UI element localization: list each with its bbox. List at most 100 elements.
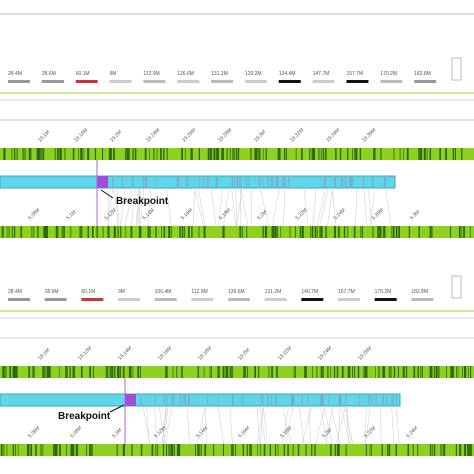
alignment-line (301, 405, 313, 445)
stripe (89, 444, 91, 456)
stripe (395, 226, 398, 238)
stripe (254, 148, 256, 160)
alignment-line (124, 187, 133, 227)
stripe (80, 148, 83, 160)
stripe (181, 148, 183, 160)
stripe (264, 226, 267, 238)
stripe (276, 176, 279, 188)
ideogram-band (177, 80, 200, 83)
stripe (382, 366, 384, 378)
stripe (31, 226, 33, 238)
stripe (147, 226, 150, 238)
stripe (63, 226, 65, 238)
alignment-line (217, 405, 224, 445)
alignment-line (395, 405, 400, 445)
stripe (222, 226, 224, 238)
stripe (469, 444, 471, 456)
stripe (217, 366, 220, 378)
stripe (160, 148, 162, 160)
alignment-line (363, 187, 368, 227)
ideogram-band (411, 298, 434, 301)
stripe (12, 444, 14, 456)
stripe (383, 226, 385, 238)
stripe (395, 444, 398, 456)
stripe (144, 148, 147, 160)
stripe (30, 148, 32, 160)
alignment-line (147, 187, 152, 227)
stripe (292, 444, 294, 456)
stripe (46, 366, 49, 378)
stripe (155, 444, 157, 456)
stripe (39, 148, 40, 160)
alignment-line (210, 187, 217, 227)
stripe (327, 366, 329, 378)
stripe (460, 226, 462, 238)
query-map (0, 393, 401, 407)
stripe (412, 444, 414, 456)
stripe (372, 176, 374, 188)
stripe (96, 226, 98, 238)
alignment-line (312, 187, 317, 227)
stripe (451, 366, 453, 378)
scale-label: 19.18M (197, 345, 213, 361)
stripe (48, 366, 51, 378)
alignment-line (325, 405, 334, 445)
stripe (209, 366, 211, 378)
stripe (343, 226, 346, 238)
stripe (221, 148, 224, 160)
stripe (353, 226, 356, 238)
stripe (241, 394, 244, 406)
stripe (395, 394, 398, 406)
stripe (72, 148, 75, 160)
stripe (322, 148, 325, 160)
alignment-line (316, 187, 326, 227)
scale-label: 19.34M (325, 127, 341, 143)
stripe (86, 444, 87, 456)
stripe (138, 226, 140, 238)
ideogram-band (8, 298, 30, 301)
stripe (272, 226, 275, 238)
stripe (459, 444, 462, 456)
stripe (45, 226, 47, 238)
stripe (116, 444, 118, 456)
stripe (198, 226, 200, 238)
stripe (59, 148, 61, 160)
alignment-line (204, 405, 207, 445)
scale-label: 19.36M (361, 127, 377, 143)
ideogram-band (118, 298, 140, 301)
ideogram-band (264, 298, 287, 301)
stripe (172, 366, 174, 378)
stripe (433, 444, 436, 456)
stripe (129, 366, 131, 378)
alignment-line (260, 405, 264, 445)
stripe (393, 148, 395, 160)
stripe (81, 366, 83, 378)
stripe (318, 148, 320, 160)
alignment-line (136, 187, 139, 227)
alignment-line (192, 187, 196, 227)
stripe (365, 444, 367, 456)
alignment-line (346, 405, 352, 445)
stripe (118, 366, 120, 378)
stripe (355, 148, 358, 160)
stripe (198, 444, 200, 456)
alignment-line (320, 405, 328, 445)
stripe (181, 366, 183, 378)
stripe (381, 444, 383, 456)
alignment-line (194, 187, 204, 227)
stripe (403, 148, 405, 160)
stripe (184, 394, 187, 406)
stripe (452, 366, 454, 378)
stripe (45, 366, 47, 378)
scale-label: 5.14M (195, 425, 209, 439)
stripe (213, 148, 216, 160)
stripe (398, 366, 399, 378)
ideogram-label: 157.7M (338, 289, 355, 295)
stripe (57, 148, 59, 160)
stripe (469, 226, 471, 238)
ideogram-label: 106.4M (155, 289, 172, 295)
stripe (399, 148, 401, 160)
stripe (432, 444, 433, 456)
stripe (208, 148, 210, 160)
stripe (4, 148, 6, 160)
